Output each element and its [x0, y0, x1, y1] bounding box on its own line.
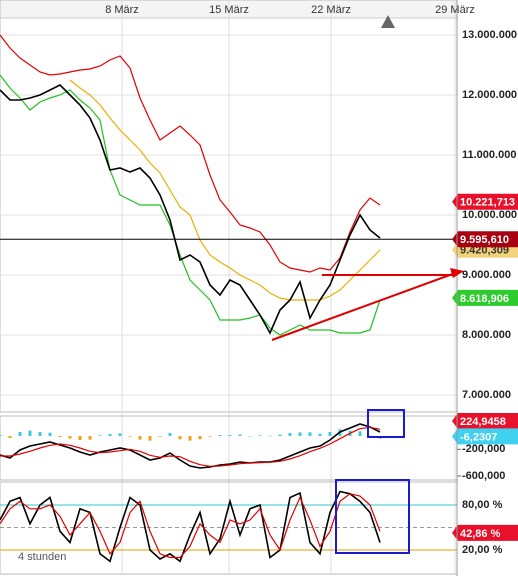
value-marker	[452, 524, 518, 541]
y-tick-label: -600,000	[462, 470, 505, 482]
histogram-bar	[238, 434, 242, 436]
series-line	[0, 426, 381, 467]
x-tick-label: 15 März	[209, 4, 249, 16]
histogram-bar	[88, 436, 92, 440]
value-marker-label: 42,86 %	[460, 528, 501, 540]
series-line	[0, 493, 381, 559]
y-tick-label: 7.000.000	[462, 389, 511, 401]
histogram-bar	[328, 432, 332, 436]
histogram-bar	[98, 435, 102, 436]
value-marker	[452, 413, 518, 430]
y-tick-label: 10.000.000	[462, 209, 517, 221]
histogram-bar	[168, 433, 172, 436]
scroll-arrow[interactable]	[381, 15, 395, 28]
value-marker-label: 9.420,309	[460, 245, 509, 257]
value-marker-label: 10.221,713	[460, 197, 515, 209]
histogram-bar	[208, 436, 212, 437]
histogram-bar	[188, 436, 192, 441]
histogram-bar	[128, 436, 132, 437]
y-tick-label: 12.000.000	[462, 89, 517, 101]
histogram-bar	[218, 435, 222, 436]
histogram-bar	[8, 436, 12, 438]
histogram-bar	[18, 432, 22, 436]
histogram-bar	[148, 436, 152, 441]
series-line	[69, 79, 381, 301]
series-line	[0, 34, 381, 273]
histogram-bar	[178, 436, 182, 440]
series-line	[0, 74, 381, 336]
histogram-bar	[298, 432, 302, 436]
histogram-bar	[68, 436, 72, 439]
histogram-bar	[368, 435, 372, 437]
y-tick-label: 20,00 %	[462, 544, 503, 556]
value-marker-label: 8.618,906	[460, 293, 509, 305]
histogram-bar	[0, 435, 2, 436]
highlight-box	[367, 409, 405, 438]
histogram-bar	[288, 433, 292, 436]
histogram-bar	[248, 436, 252, 437]
histogram-bar	[358, 431, 362, 436]
series-line	[0, 490, 381, 563]
value-marker	[452, 231, 518, 248]
histogram-bar	[48, 432, 52, 436]
x-tick-label: 8 März	[105, 4, 139, 16]
histogram-bar	[308, 432, 312, 436]
value-marker-label: -6,2307	[460, 431, 497, 443]
histogram-bar	[28, 430, 32, 436]
histogram-bar	[198, 436, 202, 440]
histogram-bar	[318, 433, 322, 436]
y-tick-label: 9.000.000	[462, 269, 511, 281]
histogram-bar	[258, 435, 262, 436]
value-marker	[452, 193, 518, 210]
histogram-bar	[78, 436, 82, 440]
y-tick-label: 80,00 %	[462, 499, 503, 511]
histogram-bar	[108, 434, 112, 436]
x-tick-label: 29 März	[435, 4, 475, 16]
histogram-bar	[228, 435, 232, 436]
histogram-bar	[38, 432, 42, 436]
y-tick-label: -200,000	[462, 443, 505, 455]
x-tick-label: 22 März	[311, 4, 351, 16]
value-marker	[452, 289, 518, 306]
y-tick-label: 8.000.000	[462, 329, 511, 341]
highlight-box	[335, 479, 410, 554]
trend-line	[271, 271, 459, 341]
series-line	[0, 84, 381, 335]
histogram-bar	[58, 436, 62, 437]
histogram-bar	[138, 436, 142, 440]
series-line	[0, 423, 381, 469]
annotations	[271, 15, 464, 554]
value-marker-label: 224,9458	[460, 416, 506, 428]
histogram-bar	[158, 436, 162, 437]
histogram-bar	[118, 433, 122, 436]
arrow-head	[450, 268, 464, 278]
timeframe-label: 4 stunden	[18, 551, 66, 563]
histogram-bar	[268, 435, 272, 437]
value-marker-label: 9.595,610	[460, 234, 509, 246]
y-tick-label: 11.000.000	[462, 149, 516, 161]
histogram-bar	[278, 434, 282, 436]
y-tick-label: 13.000.000	[462, 29, 517, 41]
value-marker	[452, 428, 518, 445]
